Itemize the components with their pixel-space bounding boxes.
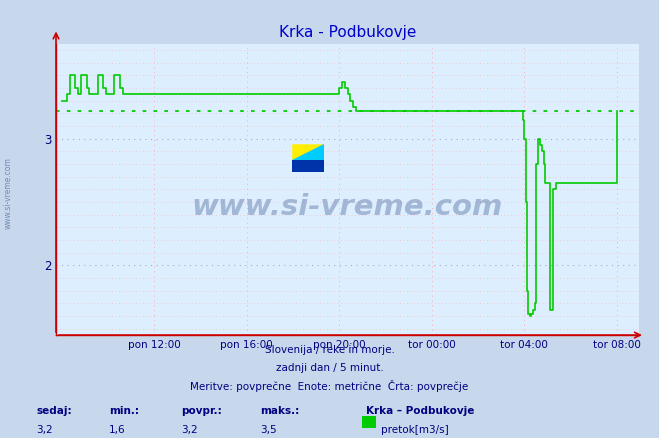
- Title: Krka - Podbukovje: Krka - Podbukovje: [279, 25, 416, 40]
- Text: www.si-vreme.com: www.si-vreme.com: [192, 193, 503, 221]
- Text: pretok[m3/s]: pretok[m3/s]: [381, 425, 449, 435]
- Text: Meritve: povprečne  Enote: metrične  Črta: povprečje: Meritve: povprečne Enote: metrične Črta:…: [190, 380, 469, 392]
- Text: Krka – Podbukovje: Krka – Podbukovje: [366, 406, 474, 417]
- Text: 3,5: 3,5: [260, 425, 277, 435]
- Text: 1,6: 1,6: [109, 425, 125, 435]
- Text: 3,2: 3,2: [36, 425, 53, 435]
- Text: zadnji dan / 5 minut.: zadnji dan / 5 minut.: [275, 363, 384, 373]
- Text: min.:: min.:: [109, 406, 139, 417]
- Text: povpr.:: povpr.:: [181, 406, 222, 417]
- Text: Slovenija / reke in morje.: Slovenija / reke in morje.: [264, 345, 395, 355]
- Polygon shape: [292, 160, 324, 172]
- Polygon shape: [292, 144, 324, 160]
- Text: maks.:: maks.:: [260, 406, 300, 417]
- Text: 3,2: 3,2: [181, 425, 198, 435]
- Text: www.si-vreme.com: www.si-vreme.com: [3, 157, 13, 229]
- Polygon shape: [292, 144, 324, 160]
- Text: sedaj:: sedaj:: [36, 406, 72, 417]
